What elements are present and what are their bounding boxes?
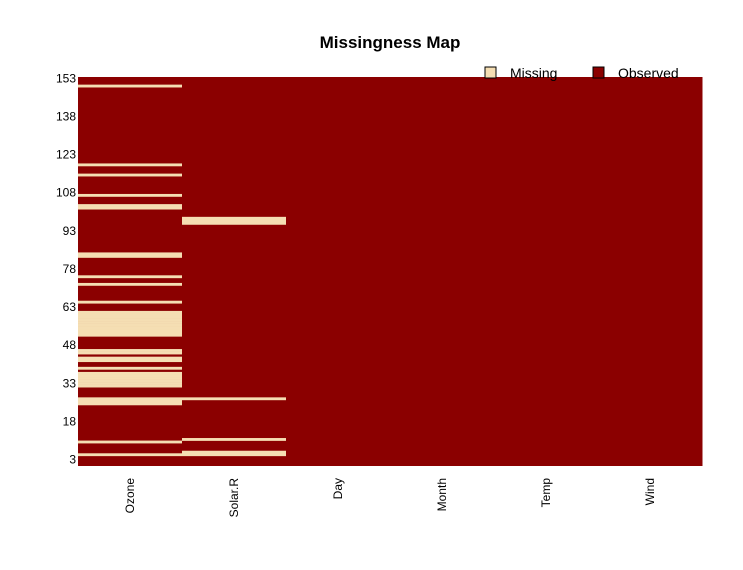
- chart-title: Missingness Map: [320, 33, 461, 52]
- missing-cell: [78, 379, 182, 383]
- missing-cell: [78, 313, 182, 317]
- x-tick-label: Wind: [643, 478, 657, 505]
- y-tick-label: 93: [63, 224, 77, 238]
- missing-cell: [78, 323, 182, 327]
- x-tick-label: Solar.R: [227, 478, 241, 518]
- missing-cell: [182, 438, 286, 441]
- y-tick-label: 123: [56, 148, 76, 162]
- missing-cell: [78, 275, 182, 279]
- column-observed-wind: [598, 77, 703, 466]
- legend-label-observed: Observed: [618, 65, 679, 81]
- column-observed-day: [286, 77, 391, 466]
- column-observed-month: [390, 77, 495, 466]
- missing-cell: [78, 371, 182, 375]
- missing-cell: [78, 318, 182, 322]
- missing-cell: [78, 382, 182, 385]
- missing-cell: [78, 349, 182, 352]
- missing-cell: [78, 331, 182, 335]
- missing-cell: [78, 315, 182, 319]
- missing-cell: [78, 397, 182, 401]
- missing-cell: [78, 254, 182, 258]
- missing-cell: [78, 300, 182, 304]
- missing-cell: [78, 321, 182, 324]
- missing-cell: [78, 366, 182, 370]
- legend-swatch-observed: [592, 66, 605, 79]
- y-tick-label: 153: [56, 71, 76, 85]
- x-tick-label: Month: [435, 478, 449, 511]
- missing-cell: [78, 252, 182, 256]
- legend-swatch-missing: [484, 66, 497, 79]
- missing-cell: [78, 333, 182, 337]
- y-tick-label: 48: [63, 338, 77, 352]
- y-tick-label: 78: [63, 262, 77, 276]
- missing-cell: [78, 328, 182, 332]
- missing-cell: [78, 402, 182, 406]
- missing-cell: [78, 440, 182, 444]
- x-tick-label: Temp: [539, 478, 553, 508]
- missing-cell: [78, 356, 182, 360]
- missing-cell: [78, 193, 182, 197]
- missing-cell: [78, 374, 182, 378]
- missing-cell: [78, 84, 182, 88]
- missing-cell: [78, 310, 182, 314]
- missing-cell: [78, 204, 182, 207]
- missing-cell: [78, 173, 182, 177]
- missing-cell: [78, 399, 182, 403]
- missing-cell: [78, 282, 182, 286]
- missing-cell: [182, 450, 286, 454]
- y-tick-label: 18: [63, 415, 77, 429]
- missing-cell: [78, 359, 182, 363]
- missing-cell: [78, 163, 182, 167]
- missing-cell: [182, 221, 286, 225]
- y-tick-label: 108: [56, 186, 76, 200]
- missing-cell: [182, 453, 286, 457]
- missing-cell: [78, 377, 182, 380]
- x-tick-label: Day: [331, 478, 345, 499]
- x-tick-label: Ozone: [123, 478, 137, 514]
- y-axis: 3 18 33 48 63 78 93 108 123 138 153: [56, 71, 76, 466]
- missing-cell: [78, 453, 182, 457]
- missing-cell: [78, 351, 182, 355]
- plot-area: [78, 77, 703, 466]
- missing-cell: [78, 326, 182, 330]
- x-axis: Ozone Solar.R Day Month Temp Wind: [123, 478, 657, 518]
- missing-cell: [182, 397, 286, 401]
- missing-cell: [182, 219, 286, 223]
- legend: Missing Observed: [484, 65, 679, 81]
- y-tick-label: 33: [63, 376, 77, 390]
- legend-label-missing: Missing: [510, 65, 557, 81]
- column-observed-solar-r: [182, 77, 287, 466]
- column-observed-temp: [494, 77, 599, 466]
- y-tick-label: 138: [56, 109, 76, 123]
- missing-cell: [78, 384, 182, 388]
- missing-cell: [182, 216, 286, 220]
- y-tick-label: 63: [63, 300, 77, 314]
- y-tick-label: 3: [69, 453, 76, 467]
- missing-cell: [78, 206, 182, 210]
- column-observed-ozone: [78, 77, 183, 466]
